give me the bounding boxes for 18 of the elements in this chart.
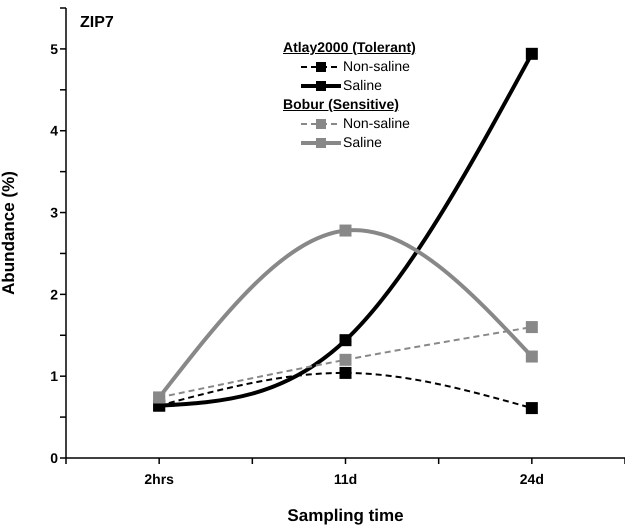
y-tick-label: 2 bbox=[50, 286, 58, 302]
y-tick-label: 0 bbox=[50, 450, 58, 466]
y-tick-label: 1 bbox=[50, 368, 58, 384]
y-axis-title: Abundance (%) bbox=[0, 171, 18, 295]
legend-label: Saline bbox=[343, 76, 382, 95]
x-axis-title: Sampling time bbox=[287, 506, 404, 525]
annotation: Atlay2000 (Tolerant) bbox=[283, 38, 416, 57]
legend-label: Saline bbox=[343, 133, 382, 152]
y-tick-label: 4 bbox=[50, 122, 58, 139]
legend-label: Non-saline bbox=[343, 114, 410, 133]
y-tick-label: 3 bbox=[50, 204, 58, 221]
x-tick-label: 24d bbox=[520, 470, 544, 487]
y-tick-label: 5 bbox=[50, 40, 58, 57]
chart-title: ZIP7 bbox=[80, 14, 114, 32]
x-tick-label: 2hrs bbox=[144, 470, 174, 487]
annotation: Bobur (Sensitive) bbox=[283, 95, 400, 114]
legend-label: Non-saline bbox=[343, 57, 410, 76]
x-tick-label: 11d bbox=[334, 470, 358, 487]
